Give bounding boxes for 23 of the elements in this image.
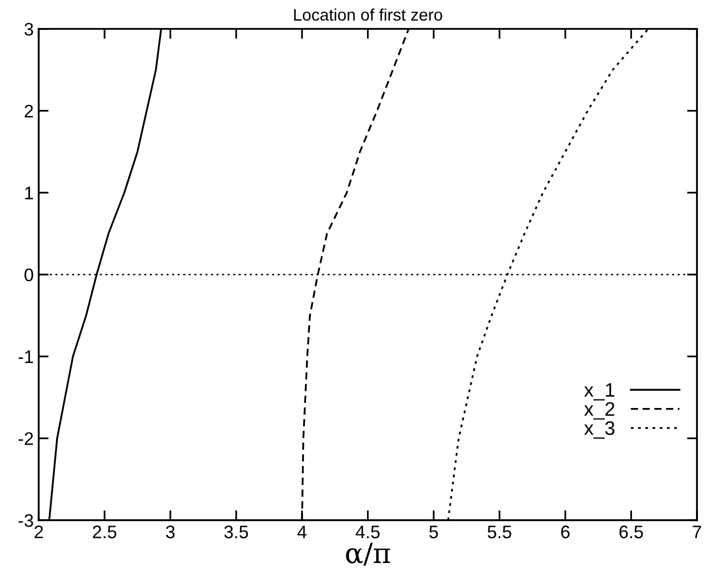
x-tick-label: 2: [34, 526, 43, 538]
x-tick-label: 4: [297, 526, 307, 538]
x-tick-label: 2.5: [92, 526, 116, 538]
x-tick-label: 3.5: [224, 526, 248, 538]
chart-title: Location of first zero: [294, 8, 442, 21]
x-tick-label: 4.5: [356, 526, 380, 538]
y-tick-label: 2: [24, 104, 33, 118]
y-tick-label: -1: [18, 350, 33, 363]
x-tick-label: 7: [692, 526, 702, 538]
x-axis-title: α/π: [346, 542, 390, 566]
legend-label: x_1: [584, 383, 614, 400]
x-tick-label: 6.5: [620, 526, 643, 538]
legend-label: x_3: [584, 421, 614, 439]
x-tick-label: 5: [429, 526, 438, 538]
y-tick-label: -3: [18, 514, 34, 527]
y-tick-label: 1: [25, 186, 33, 200]
x-tick-label: 6: [561, 526, 570, 538]
legend-label: x_2: [584, 402, 614, 420]
y-tick-label: 3: [24, 22, 34, 36]
y-tick-label: -2: [18, 432, 33, 445]
x-tick-label: 5.5: [488, 526, 512, 538]
x-tick-label: 3: [166, 526, 175, 538]
y-tick-label: 0: [24, 268, 34, 282]
